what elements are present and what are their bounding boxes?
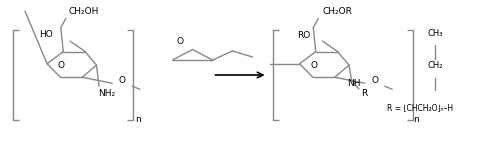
Text: O: O <box>119 76 126 85</box>
Text: O: O <box>310 61 318 70</box>
Text: NH₂: NH₂ <box>98 89 115 98</box>
Text: R = ⌊CHCH₂O⌋ₙ–H: R = ⌊CHCH₂O⌋ₙ–H <box>387 103 453 112</box>
Text: CH₂: CH₂ <box>427 61 443 70</box>
Text: n: n <box>134 116 140 124</box>
Text: O: O <box>58 61 65 70</box>
Text: O: O <box>371 76 378 85</box>
Text: CH₂OR: CH₂OR <box>322 7 352 16</box>
Text: CH₂OH: CH₂OH <box>68 7 98 16</box>
Text: RO: RO <box>297 31 310 40</box>
Text: HO: HO <box>39 30 52 39</box>
Text: R: R <box>361 89 367 98</box>
Text: NH: NH <box>347 79 361 88</box>
Text: n: n <box>413 116 419 124</box>
Text: CH₃: CH₃ <box>427 28 443 38</box>
Text: O: O <box>176 38 184 46</box>
